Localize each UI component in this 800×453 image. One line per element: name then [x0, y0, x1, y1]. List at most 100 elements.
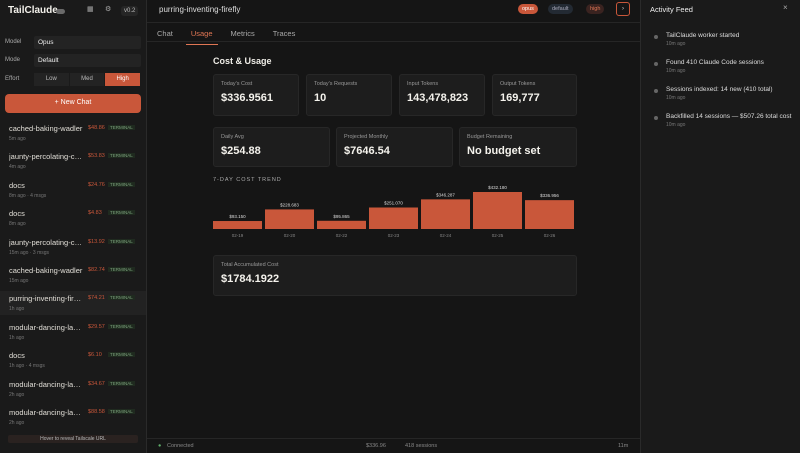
bar-02-24	[421, 199, 470, 229]
session-item[interactable]: jaunty-percolating-cocke4m ago$53.83TERM…	[0, 149, 146, 173]
total-cost-label: Total Accumulated Cost	[221, 262, 569, 268]
activity-time: 10m ago	[666, 41, 798, 47]
model-select[interactable]: Opus	[34, 36, 141, 49]
stat-card-input-tokens: Input Tokens 143,478,823	[399, 74, 485, 116]
session-item[interactable]: jaunty-percolating-cocke 15m ago · 3 msgs…	[0, 235, 146, 259]
session-cost: $53.83	[88, 153, 105, 159]
session-meta: 15m ago · 3 msgs	[9, 250, 137, 256]
status-sessions: 418 sessions	[405, 443, 437, 449]
mode-badge: default	[548, 4, 573, 14]
tailscale-url-reveal[interactable]: Hover to reveal Tailscale URL	[8, 435, 138, 443]
bar-value-label: $346.287	[436, 192, 455, 197]
tabs-divider	[147, 41, 640, 42]
session-meta: 8m ago	[9, 221, 137, 227]
stat-label: Output Tokens	[500, 81, 569, 87]
session-item[interactable]: cached-baking-wadler15m ago$82.74TERMINA…	[0, 263, 146, 287]
terminal-badge: TERMINAL	[108, 409, 135, 414]
session-meta: 4m ago	[9, 164, 137, 170]
new-chat-button[interactable]: + New Chat	[5, 94, 141, 113]
effort-med[interactable]: Med	[70, 73, 106, 86]
session-item[interactable]: docs1h ago · 4 msgs$6.10TERMINAL	[0, 348, 146, 372]
activity-dot-icon	[654, 116, 658, 120]
effort-badge: high	[586, 4, 604, 14]
session-meta: 2h ago	[9, 420, 137, 426]
terminal-badge: TERMINAL	[108, 125, 135, 130]
session-title: purring-inventing-firefly	[159, 5, 240, 14]
session-item[interactable]: purring-inventing-firefly1h ago$74.21TER…	[0, 291, 146, 315]
bar-value-label: $432.180	[488, 185, 507, 190]
session-item[interactable]: modular-dancing-lamport1h ago$29.57TERMI…	[0, 320, 146, 344]
usage-title: Cost & Usage	[213, 56, 272, 66]
session-meta: 1h ago	[9, 306, 137, 312]
terminal-badge: TERMINAL	[108, 352, 135, 357]
session-item[interactable]: modular-dancing-lamport2h ago$88.58TERMI…	[0, 405, 146, 429]
tab-bar: Chat Usage Metrics Traces	[152, 27, 308, 45]
bar-02-23	[369, 208, 418, 229]
session-cost: $82.74	[88, 267, 105, 273]
x-tick-label: 02-19	[232, 233, 244, 238]
stat-card-output-tokens: Output Tokens 169,777	[492, 74, 577, 116]
activity-dot-icon	[654, 89, 658, 93]
effort-low[interactable]: Low	[34, 73, 70, 86]
session-name: jaunty-percolating-cocke	[9, 238, 85, 247]
session-cost: $6.10	[88, 352, 102, 358]
effort-high[interactable]: High	[105, 73, 141, 86]
session-item[interactable]: docs8m ago · 4 msgs$24.76TERMINAL	[0, 178, 146, 202]
stat-value: $7646.54	[344, 145, 445, 157]
session-item[interactable]: modular-dancing-lamport2h ago$34.67TERMI…	[0, 377, 146, 401]
x-tick-label: 02-23	[388, 233, 400, 238]
grid-icon[interactable]: ▦	[87, 5, 94, 13]
effort-selector: Low Med High	[34, 73, 141, 86]
session-item[interactable]: docs8m ago$4.83TERMINAL	[0, 206, 146, 230]
stat-card-projected-monthly: Projected Monthly $7646.54	[336, 127, 453, 167]
activity-title: Activity Feed	[650, 5, 693, 14]
model-label: Model	[5, 39, 21, 45]
main-panel: purring-inventing-firefly opus default h…	[147, 0, 640, 453]
activity-item: TailClaude worker started10m ago	[654, 32, 798, 47]
session-name: docs	[9, 181, 85, 190]
stat-value: $336.9561	[221, 92, 291, 104]
stat-value: No budget set	[467, 145, 569, 157]
bar-02-19	[213, 221, 262, 229]
stat-card-today-requests: Today's Requests 10	[306, 74, 392, 116]
bar-02-26	[525, 200, 574, 229]
stat-label: Budget Remaining	[467, 134, 569, 140]
session-meta: 5m ago	[9, 136, 137, 142]
activity-dot-icon	[654, 35, 658, 39]
bar-value-label: $93.150	[229, 214, 246, 219]
session-meta: 8m ago · 4 msgs	[9, 193, 137, 199]
stat-card-today-cost: Today's Cost $336.9561	[213, 74, 299, 116]
terminal-badge: TERMINAL	[108, 295, 135, 300]
session-item[interactable]: cached-baking-wadler5m ago$48.86TERMINAL	[0, 121, 146, 145]
tab-usage[interactable]: Usage	[186, 27, 218, 45]
stat-label: Today's Requests	[314, 81, 384, 87]
tab-traces[interactable]: Traces	[268, 27, 301, 45]
mode-select[interactable]: Default	[34, 54, 141, 67]
toggle-activity-button[interactable]: ›	[616, 2, 630, 16]
terminal-badge: TERMINAL	[108, 210, 135, 215]
session-cost: $34.67	[88, 381, 105, 387]
close-icon[interactable]: ×	[783, 3, 788, 12]
activity-text: Sessions indexed: 14 new (410 total)	[666, 86, 798, 93]
session-name: docs	[9, 351, 85, 360]
session-cost: $88.58	[88, 409, 105, 415]
header-divider	[147, 22, 640, 23]
activity-item: Backfilled 14 sessions — $507.26 total c…	[654, 113, 798, 128]
mode-label: Mode	[5, 57, 20, 63]
stat-value: 143,478,823	[407, 92, 477, 104]
x-tick-label: 02-24	[440, 233, 452, 238]
tab-chat[interactable]: Chat	[152, 27, 178, 45]
gear-icon[interactable]: ⚙	[105, 5, 111, 13]
connection-dot-icon: ●	[158, 443, 161, 449]
stat-label: Today's Cost	[221, 81, 291, 87]
tab-metrics[interactable]: Metrics	[226, 27, 260, 45]
activity-text: Backfilled 14 sessions — $507.26 total c…	[666, 113, 798, 120]
activity-time: 10m ago	[666, 68, 798, 74]
activity-text: Found 410 Claude Code sessions	[666, 59, 798, 66]
session-meta: 2h ago	[9, 392, 137, 398]
x-tick-label: 02-25	[492, 233, 504, 238]
terminal-badge: TERMINAL	[108, 239, 135, 244]
activity-item: Found 410 Claude Code sessions 10m ago	[654, 59, 798, 74]
terminal-badge: TERMINAL	[108, 182, 135, 187]
status-elapsed: 11m	[618, 443, 628, 449]
